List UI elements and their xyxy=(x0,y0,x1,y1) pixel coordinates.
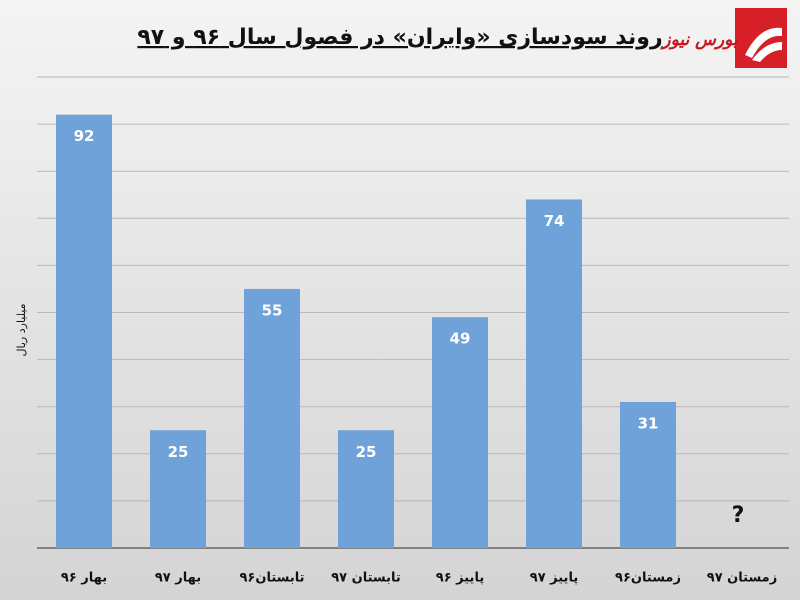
x-tick-label: تابستان۹۶ xyxy=(239,571,304,586)
x-tick-label: بهار ۹۷ xyxy=(155,571,201,586)
x-tick-label: بهار ۹۶ xyxy=(61,571,107,586)
value-label: 92 xyxy=(74,127,95,145)
bar xyxy=(432,317,488,548)
value-label: 74 xyxy=(544,212,565,230)
x-tick-label: زمستان ۹۷ xyxy=(707,571,777,586)
logo-shape xyxy=(745,27,782,58)
bar xyxy=(526,199,582,548)
x-tick-label: پاییز ۹۷ xyxy=(530,571,578,586)
logo: بورس نیوز xyxy=(659,8,787,68)
value-label: 49 xyxy=(450,330,471,348)
value-label: 25 xyxy=(356,443,377,461)
value-label: 31 xyxy=(638,414,659,432)
bar xyxy=(56,114,112,549)
chart-title: روند سودسازی «وایران» در فصول سال ۹۶ و ۹… xyxy=(137,25,662,50)
bar xyxy=(338,430,394,548)
x-tick-label: تابستان ۹۷ xyxy=(331,571,401,586)
logo-shape xyxy=(752,42,782,62)
y-axis-label: میلیارد ریال xyxy=(15,303,28,356)
bar xyxy=(620,401,676,548)
value-label: 25 xyxy=(168,443,189,461)
bar xyxy=(150,430,206,548)
logo-text: بورس نیوز xyxy=(659,30,738,50)
x-tick-label: پاییز ۹۶ xyxy=(436,571,484,586)
x-tick-label: زمستان۹۶ xyxy=(615,571,681,586)
bar xyxy=(244,288,300,548)
annotation: ? xyxy=(732,503,745,528)
value-label: 55 xyxy=(262,301,283,319)
